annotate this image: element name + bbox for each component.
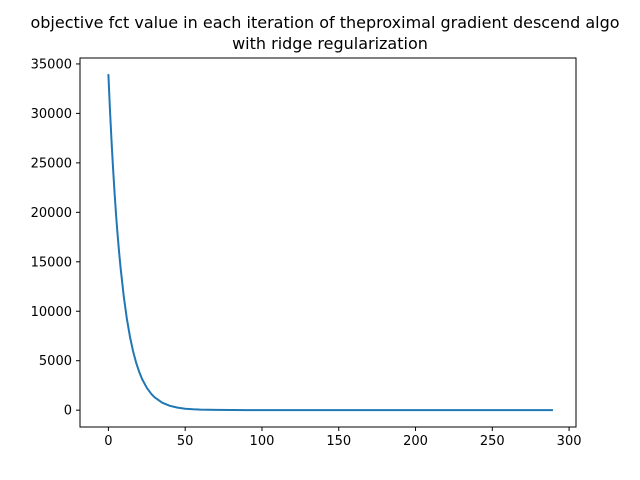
chart-title-line-2: with ridge regularization — [232, 34, 428, 53]
axes-frame — [79, 57, 577, 428]
plot-area — [107, 73, 554, 412]
y-tick-label: 0 — [64, 404, 72, 419]
x-tick-label: 100 — [250, 434, 275, 449]
y-axis: 0 5000 10000 15000 20000 25000 30000 35000 — [31, 57, 80, 419]
y-tick-label: 25000 — [31, 156, 72, 171]
x-tick-label: 150 — [326, 434, 351, 449]
x-tick-label: 0 — [104, 434, 112, 449]
series-line — [107, 73, 554, 412]
y-tick-label: 30000 — [31, 107, 72, 122]
x-axis: 0 50 100 150 200 250 300 — [104, 427, 582, 449]
x-tick-label: 250 — [480, 434, 505, 449]
y-tick-label: 20000 — [31, 206, 72, 221]
chart-title-line-1: objective fct value in each iteration of… — [30, 13, 619, 32]
x-tick-label: 200 — [403, 434, 428, 449]
x-tick-label: 50 — [177, 434, 194, 449]
y-tick-label: 10000 — [31, 305, 72, 320]
x-tick-label: 300 — [557, 434, 582, 449]
y-tick-label: 15000 — [31, 255, 72, 270]
y-tick-label: 35000 — [31, 57, 72, 72]
y-tick-label: 5000 — [39, 354, 72, 369]
